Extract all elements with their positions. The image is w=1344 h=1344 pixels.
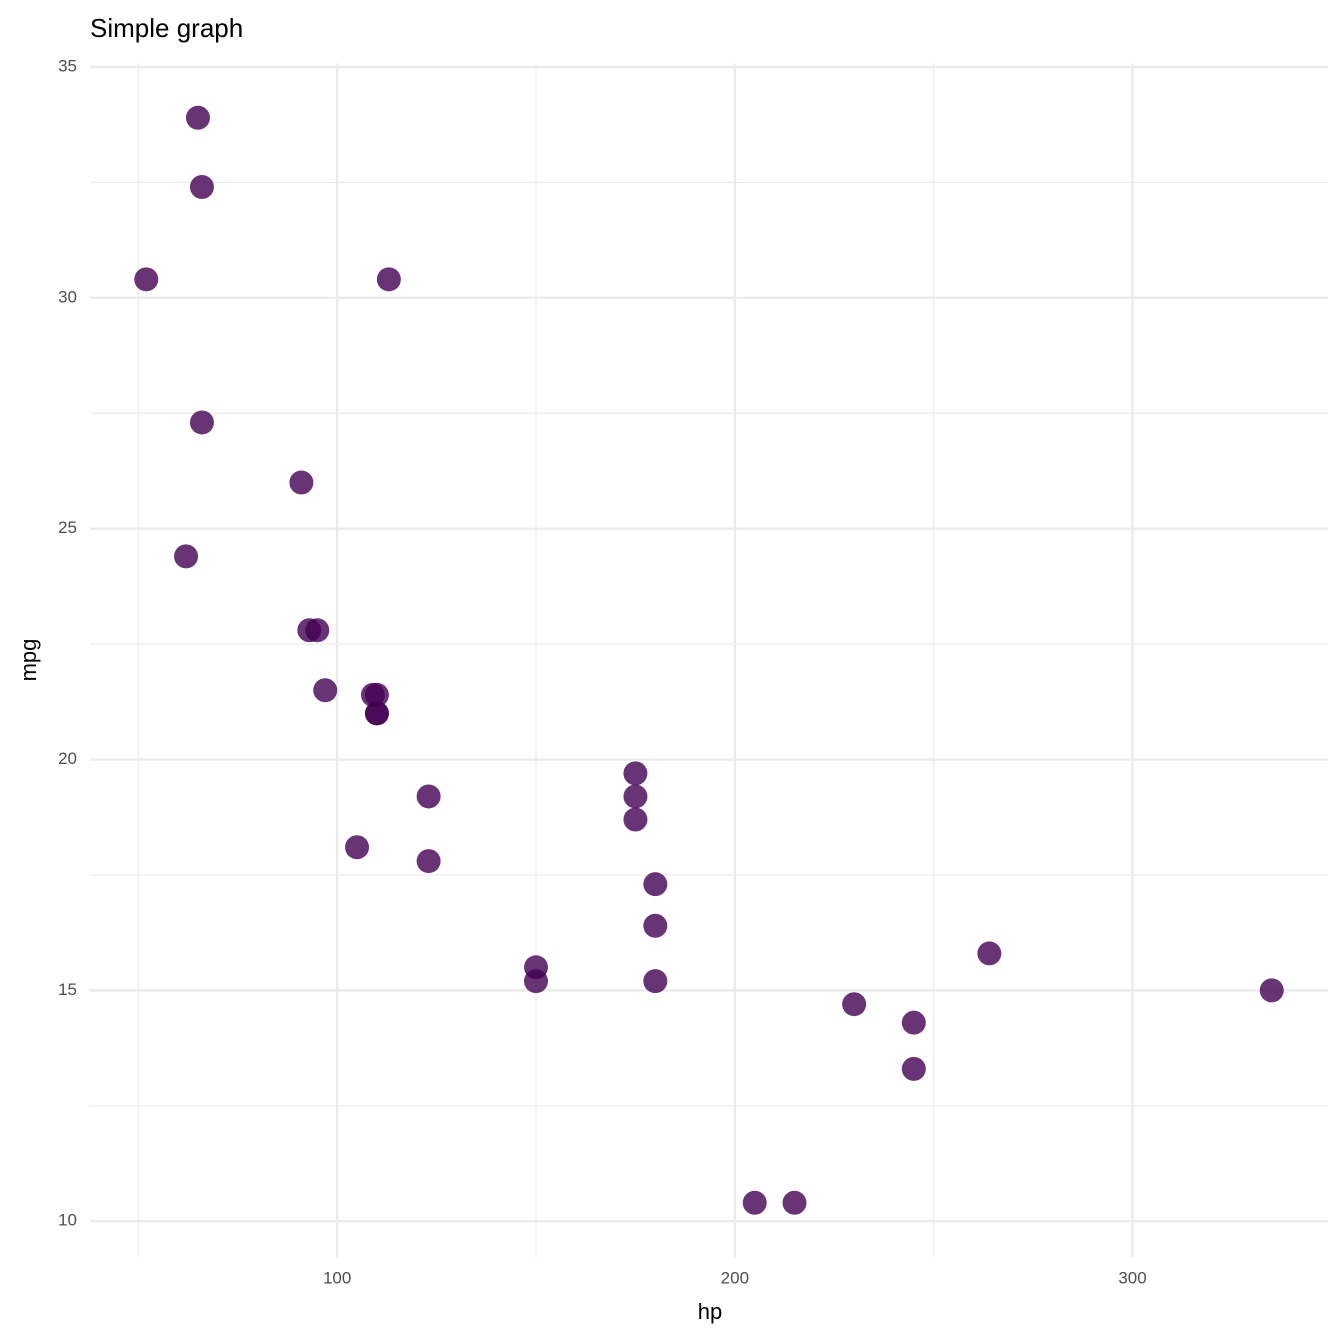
point — [842, 992, 867, 1017]
x-tick-label: 100 — [323, 1268, 351, 1287]
point — [416, 784, 441, 809]
point — [977, 941, 1002, 966]
point — [643, 913, 668, 938]
point — [901, 1056, 926, 1081]
y-axis-label: mpg — [16, 639, 41, 682]
point — [313, 678, 338, 703]
point — [376, 267, 401, 292]
point — [185, 105, 210, 130]
point — [289, 470, 314, 495]
point — [643, 969, 668, 994]
y-tick-label: 20 — [58, 749, 77, 768]
point — [623, 784, 648, 809]
point — [345, 835, 370, 860]
point — [524, 969, 549, 994]
point — [189, 175, 214, 200]
point — [782, 1190, 807, 1215]
x-axis-label: hp — [698, 1299, 722, 1324]
y-tick-label: 10 — [58, 1211, 77, 1230]
point — [742, 1190, 767, 1215]
point — [305, 618, 330, 643]
chart-title: Simple graph — [90, 13, 243, 43]
point — [1259, 978, 1284, 1003]
point — [623, 761, 648, 786]
point — [643, 872, 668, 897]
x-tick-label: 300 — [1118, 1268, 1146, 1287]
point — [360, 682, 385, 707]
y-tick-label: 15 — [58, 980, 77, 999]
point — [174, 544, 199, 569]
point — [134, 267, 159, 292]
point — [189, 410, 214, 435]
x-tick-label: 200 — [721, 1268, 749, 1287]
point — [416, 849, 441, 874]
y-tick-label: 30 — [58, 287, 77, 306]
point — [901, 1010, 926, 1035]
point — [364, 701, 389, 726]
y-tick-label: 35 — [58, 56, 77, 75]
y-tick-label: 25 — [58, 518, 77, 537]
point — [623, 807, 648, 832]
